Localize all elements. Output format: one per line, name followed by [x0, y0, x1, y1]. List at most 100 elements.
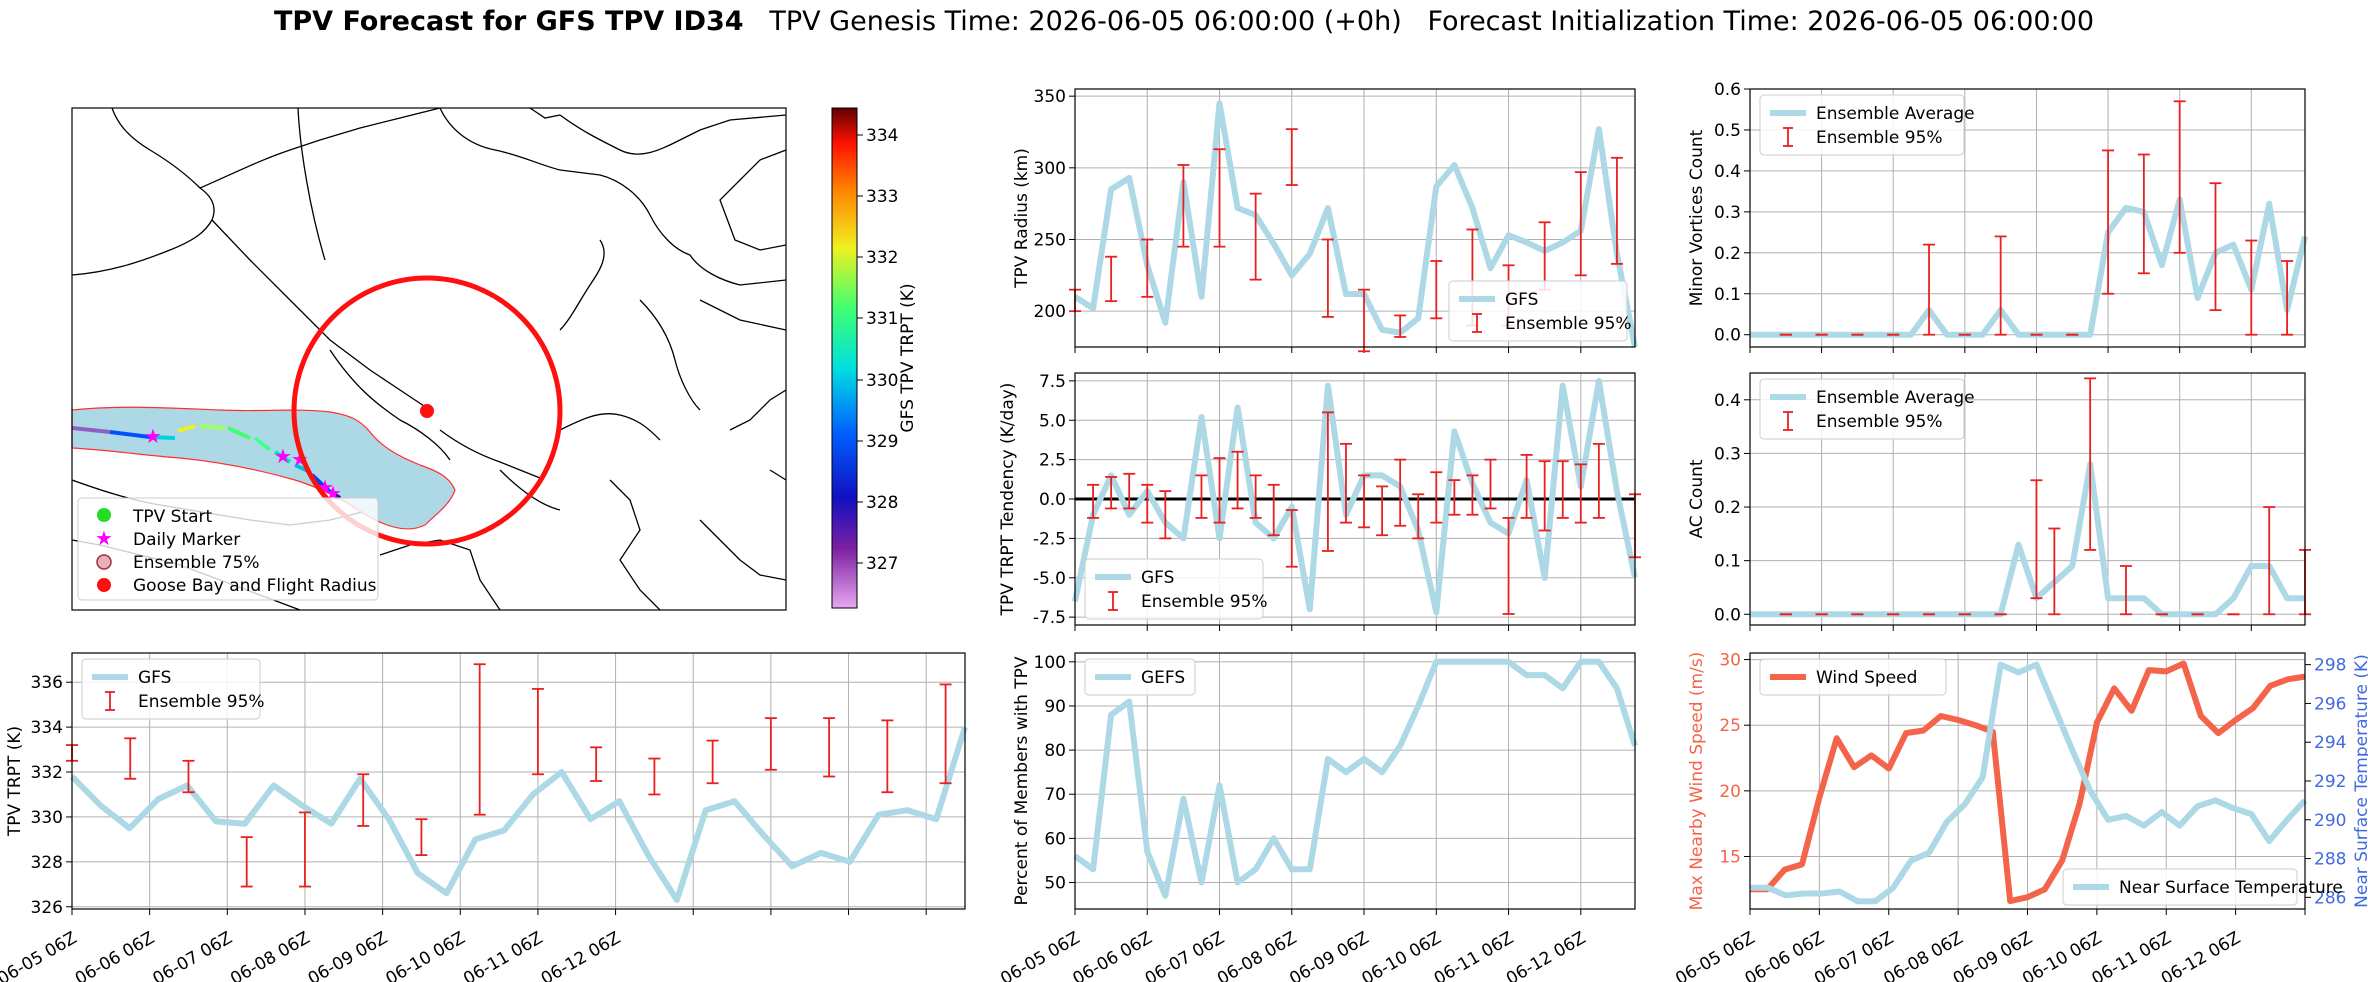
ensemble-95-bar	[1141, 483, 1154, 524]
ensemble-95-bar	[1213, 457, 1226, 524]
ensemble-95-bar	[1358, 474, 1371, 529]
ensemble-95-bar	[1430, 260, 1443, 320]
ensemble-95-bar	[124, 737, 137, 780]
axes-frame	[1074, 372, 1636, 626]
ensemble-95-bar	[1574, 171, 1587, 277]
y-axis-label: TPV TRPT (K)	[5, 726, 25, 837]
chart-minor_vortices: 0.0 0.1 0.2 0.3 0.4 0.5 0.6 Minor Vortices Coun…	[1687, 80, 2308, 353]
y-tick-label: 326	[31, 898, 63, 918]
ensemble-95-bar	[1159, 490, 1172, 540]
ensemble-95-bar	[415, 818, 428, 857]
legend-ensemble-75: Ensemble 75%	[133, 553, 260, 573]
legend-box	[1759, 94, 1965, 156]
ensemble-95-bar	[764, 717, 777, 771]
ensemble-95-bar	[357, 773, 370, 827]
ensemble-95-bar	[1394, 458, 1407, 527]
y2-tick-label: 290	[2314, 811, 2346, 831]
ensemble-95-bar	[1520, 453, 1533, 519]
ensemble-95-bar	[1339, 442, 1352, 524]
ensemble-95-bar	[1105, 476, 1118, 510]
title-rest: TPV Genesis Time: 2026-06-05 06:00:00 (+…	[769, 6, 2095, 37]
ensemble-95-bar	[2263, 506, 2276, 616]
map-legend: ★ TPV Start Daily Marker Ensemble 75% Go…	[77, 497, 379, 601]
chart-tendency: 7.5 5.0 2.5 0.0 -2.5 -5.0 -7.5 TPV TRPT Tendenc…	[998, 372, 1641, 631]
legend-label: Ensemble 95%	[1505, 314, 1632, 334]
ensemble-95-bar	[1267, 483, 1280, 537]
y-axis-label: Max Nearby Wind Speed (m/s)	[1687, 652, 1707, 911]
x-tick-label: 06-05 06Z	[0, 928, 81, 982]
axes-frame	[1749, 372, 2306, 626]
legend-goose-bay: Goose Bay and Flight Radius	[133, 576, 377, 596]
ensemble-95-bar	[1376, 485, 1389, 537]
x-tick-label: 06-12 06Z	[1503, 928, 1589, 982]
x-tick-label: 06-06 06Z	[72, 928, 158, 982]
pink-circle-icon	[96, 554, 112, 570]
colorbar-label: GFS TPV TRPT (K)	[898, 283, 918, 432]
y-tick-label: 0.4	[1714, 391, 1741, 411]
y-tick-label: 50	[1044, 874, 1066, 894]
ensemble-95-bar	[531, 688, 544, 776]
ensemble-95-bar	[2281, 260, 2294, 336]
ensemble-95-bar	[1141, 238, 1154, 298]
x-tick-label: 06-09 06Z	[305, 928, 391, 982]
ensemble-95-bar	[1484, 458, 1497, 510]
chart-radius: 200 250 300 350 TPV Radius (km) GFS Ensemble 9…	[1012, 87, 1638, 353]
ensemble-95-bar	[1923, 243, 1936, 336]
colorbar-gradient	[831, 107, 858, 609]
ensemble-95-bar	[1412, 493, 1425, 540]
ensemble-95-bar	[2084, 377, 2097, 551]
y-tick-label: 60	[1044, 829, 1066, 849]
colorbar-tick-label: 332	[866, 248, 898, 268]
ensemble-95-bar	[1123, 472, 1136, 510]
series-line-gefs	[1073, 658, 1638, 899]
y-axis-label: Minor Vortices Count	[1687, 129, 1707, 306]
colorbar-tick-label: 334	[866, 126, 898, 146]
ensemble-95-bar	[706, 739, 719, 785]
x-tick-label: 06-08 06Z	[227, 928, 313, 982]
legend-label: Ensemble Average	[1816, 104, 1975, 124]
magenta-star-icon: ★	[95, 526, 113, 550]
ensemble-95-bar	[2173, 100, 2186, 254]
colorbar-tick-label: 327	[866, 554, 898, 574]
ensemble-95-bar	[1213, 148, 1226, 248]
legend-label: Ensemble 95%	[1141, 592, 1268, 612]
y-tick-label: 0.0	[1714, 605, 1741, 625]
ensemble-95-bar	[1556, 460, 1569, 519]
legend-label: Ensemble 95%	[1816, 128, 1943, 148]
y-tick-label: -7.5	[1033, 608, 1066, 628]
colorbar-tick-label: 331	[866, 309, 898, 329]
x-tick-label: 06-11 06Z	[460, 928, 546, 982]
y-axis-label: Percent of Members with TPV	[1012, 656, 1032, 905]
series-line-gfs	[1072, 377, 1638, 616]
y-tick-label: 15	[1719, 847, 1741, 867]
ensemble-95-bar	[1538, 221, 1551, 291]
ensemble-95-bar	[1249, 192, 1262, 281]
y2-tick-label: 288	[2314, 850, 2346, 870]
axes-frame	[1074, 652, 1636, 910]
y2-tick-label: 286	[2314, 888, 2346, 908]
ensemble-95-bar	[881, 719, 894, 794]
ensemble-95-bar	[1538, 460, 1551, 532]
y-tick-label: 0.1	[1714, 552, 1741, 572]
goose-bay-marker	[420, 404, 434, 418]
ensemble-95-bar	[1430, 471, 1443, 524]
colorbar-tick-label: 330	[866, 371, 898, 391]
y-tick-label: 0.5	[1714, 121, 1741, 141]
ensemble-95-bar	[2119, 565, 2132, 616]
ensemble-95-bar	[298, 811, 311, 888]
map-frame	[71, 107, 787, 611]
ensemble-95-bar	[1321, 411, 1334, 552]
title-bold: TPV Forecast for GFS TPV ID34	[273, 6, 744, 37]
y-tick-label: 0.4	[1714, 162, 1741, 182]
ensemble-95-bar	[1466, 474, 1479, 516]
x-tick-label: 06-07 06Z	[150, 928, 236, 982]
ensemble-95-bar	[1502, 517, 1515, 615]
y-tick-label: 200	[1034, 302, 1066, 322]
y-tick-label: 0.6	[1714, 80, 1741, 100]
ensemble-95-bar	[2245, 239, 2258, 336]
ensemble-95-bar	[648, 757, 661, 796]
ensemble-95-bar	[2048, 527, 2061, 616]
ensemble-95-bar	[1321, 238, 1334, 318]
